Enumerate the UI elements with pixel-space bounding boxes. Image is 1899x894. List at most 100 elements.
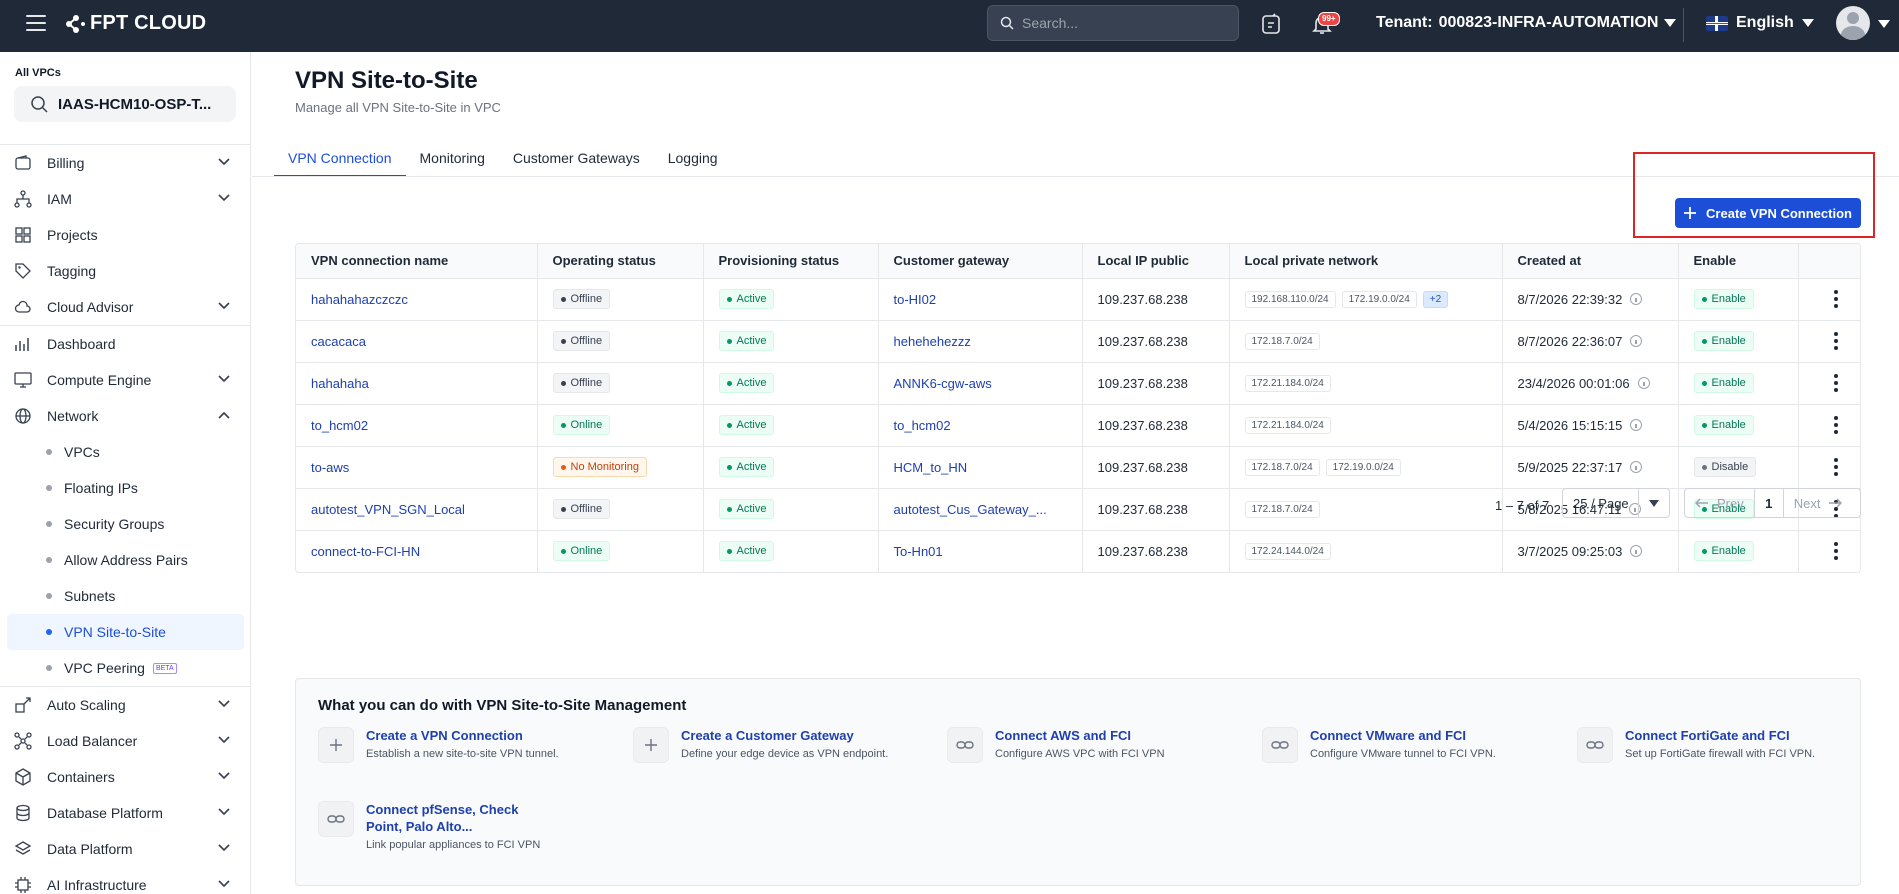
enable-badge: Enable [1693, 289, 1754, 309]
customer-gateway-link[interactable]: ANNK6-cgw-aws [878, 362, 1083, 405]
sidebar-item-containers[interactable]: Containers [0, 759, 250, 795]
info-icon[interactable] [1629, 503, 1642, 515]
sidebar-subitem-vpcs[interactable]: VPCs [0, 434, 250, 470]
more-actions-icon[interactable] [1826, 458, 1846, 476]
vpn-connection-name-link[interactable]: hahahaha [296, 362, 538, 405]
sidebar-subitem-allow-address-pairs[interactable]: Allow Address Pairs [0, 542, 250, 578]
menu-icon[interactable] [26, 15, 46, 31]
enable-cell: Enable [1678, 404, 1799, 447]
arrow-left-icon [1695, 498, 1708, 508]
tab-vpn-connection[interactable]: VPN Connection [274, 140, 406, 177]
created-at-value: 5/8/2025 16:47:11 [1517, 501, 1622, 517]
info-icon[interactable] [1630, 293, 1643, 305]
sidebar-subitem-vpc-peering[interactable]: VPC Peering BETA [0, 650, 250, 686]
sidebar-subitem-security-groups[interactable]: Security Groups [0, 506, 250, 542]
created-at-value: 8/7/2026 22:36:07 [1517, 333, 1623, 349]
sidebar-item-auto-scaling[interactable]: Auto Scaling [0, 687, 250, 723]
local-ip-public: 109.237.68.238 [1082, 488, 1230, 531]
customer-gateway-link[interactable]: hehehehezzz [878, 320, 1083, 363]
caret-down-icon[interactable] [1878, 20, 1890, 28]
sidebar-item-database-platform[interactable]: Database Platform [0, 795, 250, 831]
status-dot-icon [1701, 296, 1707, 302]
sidebar-item-compute-engine[interactable]: Compute Engine [0, 362, 250, 398]
sidebar-item-dashboard[interactable]: Dashboard [0, 326, 250, 362]
brand-logo[interactable]: FPT CLOUD [64, 12, 206, 35]
sidebar-item-iam[interactable]: IAM [0, 181, 250, 217]
bullet-icon [46, 485, 52, 491]
box-icon [14, 768, 32, 786]
search-icon [31, 96, 48, 113]
info-icon[interactable] [1630, 545, 1643, 558]
scale-icon [14, 696, 32, 714]
sidebar-item-load-balancer[interactable]: Load Balancer [0, 723, 250, 759]
create-vpn-connection-button[interactable]: Create VPN Connection [1675, 198, 1861, 228]
customer-gateway-link[interactable]: autotest_Cus_Gateway_... [878, 488, 1083, 531]
chevron-down-icon [218, 158, 230, 166]
vpn-connection-name-link[interactable]: connect-to-FCI-HN [296, 530, 538, 572]
prev-page-button[interactable]: Prev [1685, 489, 1754, 517]
vpn-connection-name-link[interactable]: to-aws [296, 446, 538, 489]
sidebar-subitem-floating-ips[interactable]: Floating IPs [0, 470, 250, 506]
network-chip: 172.19.0.0/24 [1341, 291, 1417, 308]
column-header: Local private network [1229, 244, 1503, 279]
vpn-connection-name-link[interactable]: cacacaca [296, 320, 538, 363]
actions-cell [1798, 488, 1860, 531]
vpc-selector[interactable]: IAAS-HCM10-OSP-T... [14, 86, 236, 122]
info-icon[interactable] [1630, 419, 1643, 431]
more-actions-icon[interactable] [1826, 374, 1846, 392]
sidebar-item-billing[interactable]: Billing [0, 145, 250, 181]
more-networks-chip[interactable]: +2 [1422, 291, 1449, 308]
vpn-connection-name-link[interactable]: to_hcm02 [296, 404, 538, 447]
customer-gateway-link[interactable]: To-Hn01 [878, 530, 1083, 572]
help-card[interactable]: Connect pfSense, Check Point, Palo Alto.… [318, 801, 558, 853]
provisioning-status-badge: Active [718, 415, 775, 435]
tab-monitoring[interactable]: Monitoring [419, 150, 485, 166]
next-page-button[interactable]: Next [1784, 489, 1853, 517]
enable-badge: Enable [1693, 331, 1754, 351]
info-icon[interactable] [1630, 335, 1643, 347]
info-icon[interactable] [1637, 377, 1650, 389]
page-number-button[interactable]: 1 [1753, 489, 1784, 517]
help-card[interactable]: Connect VMware and FCI Configure VMware t… [1262, 727, 1542, 763]
sidebar-subitem-subnets[interactable]: Subnets [0, 578, 250, 614]
chip-icon [14, 876, 32, 894]
more-actions-icon[interactable] [1826, 500, 1846, 518]
database-icon [14, 804, 32, 822]
search-input[interactable] [1022, 15, 1222, 31]
sidebar-item-data-platform[interactable]: Data Platform [0, 831, 250, 867]
more-actions-icon[interactable] [1826, 332, 1846, 350]
sidebar-item-projects[interactable]: Projects [0, 217, 250, 253]
language-selector[interactable]: English [1706, 14, 1814, 32]
tab-logging[interactable]: Logging [667, 150, 718, 166]
vpn-connection-name-link[interactable]: autotest_VPN_SGN_Local [296, 488, 538, 531]
sidebar-item-network[interactable]: Network [0, 398, 250, 434]
customer-gateway-link[interactable]: to-HI02 [878, 278, 1083, 321]
sidebar-subitem-vpn-site-to-site[interactable]: VPN Site-to-Site [7, 614, 244, 650]
help-card[interactable]: Create a VPN Connection Establish a new s… [318, 727, 598, 763]
global-search[interactable] [987, 5, 1239, 41]
created-at-cell: 3/7/2025 09:25:03 [1502, 530, 1679, 572]
help-card[interactable]: Connect AWS and FCI Configure AWS VPC wit… [947, 727, 1227, 763]
status-dot-icon [1701, 506, 1707, 512]
more-actions-icon[interactable] [1826, 290, 1846, 308]
sidebar-item-tagging[interactable]: Tagging [0, 253, 250, 289]
sidebar-item-ai-infrastructure[interactable]: AI Infrastructure [0, 867, 250, 894]
customer-gateway-link[interactable]: HCM_to_HN [878, 446, 1083, 489]
more-actions-icon[interactable] [1826, 542, 1846, 561]
customer-gateway-link[interactable]: to_hcm02 [878, 404, 1083, 447]
top-bar: FPT CLOUD 99+ Tenant: 000823-INFRA-AUTOM… [0, 0, 1899, 52]
tab-customer-gateways[interactable]: Customer Gateways [512, 150, 640, 166]
vpn-connection-name-link[interactable]: hahahahazczczc [296, 278, 538, 321]
sidebar-item-cloud-advisor[interactable]: Cloud Advisor [0, 289, 250, 325]
more-actions-icon[interactable] [1826, 416, 1846, 434]
status-text: Offline [570, 377, 603, 389]
tenant-selector[interactable]: Tenant: 000823-INFRA-AUTOMATION [1376, 14, 1677, 32]
status-dot-icon [1701, 422, 1707, 428]
info-icon[interactable] [1630, 461, 1643, 473]
user-avatar[interactable] [1836, 6, 1870, 40]
per-page-select[interactable]: 25 / Page [1562, 488, 1670, 518]
ticket-icon[interactable] [1259, 12, 1283, 36]
help-card[interactable]: Create a Customer Gateway Define your edg… [633, 727, 913, 763]
provisioning-status-badge: Active [718, 289, 775, 309]
help-card[interactable]: Connect FortiGate and FCI Set up FortiGat… [1577, 727, 1857, 763]
